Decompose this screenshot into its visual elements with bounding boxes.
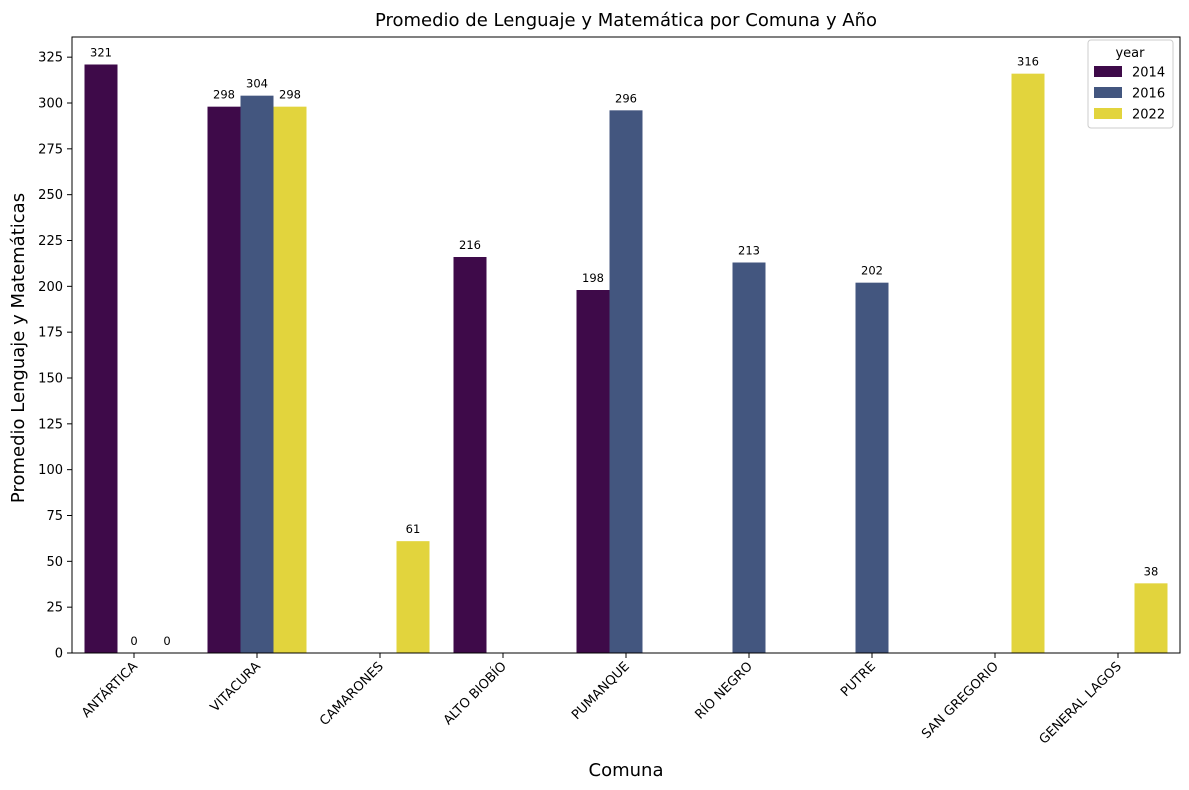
chart-title: Promedio de Lenguaje y Matemática por Co… bbox=[375, 10, 877, 31]
x-tick-label: VITACURA bbox=[208, 659, 264, 715]
bar bbox=[240, 95, 274, 653]
y-tick-label: 50 bbox=[46, 555, 63, 570]
bar bbox=[609, 110, 643, 654]
bar bbox=[732, 262, 766, 653]
bar-value-label: 0 bbox=[163, 634, 170, 648]
legend: year 2014 2016 2022 bbox=[1087, 39, 1174, 129]
y-tick-label: 275 bbox=[38, 142, 63, 157]
bar-value-label: 304 bbox=[246, 77, 268, 91]
legend-title: year bbox=[1115, 46, 1145, 61]
axes-frame bbox=[71, 36, 1181, 654]
bar bbox=[396, 541, 430, 653]
legend-label: 2016 bbox=[1132, 87, 1165, 102]
bar-value-label: 202 bbox=[861, 264, 883, 278]
legend-swatch bbox=[1094, 66, 1122, 77]
y-tick-label: 125 bbox=[38, 417, 63, 432]
bar-value-label: 216 bbox=[459, 238, 481, 252]
y-tick-label: 25 bbox=[46, 601, 63, 616]
y-tick-label: 150 bbox=[38, 372, 63, 387]
x-tick-label: GENERAL LAGOS bbox=[1037, 659, 1125, 747]
bar bbox=[453, 257, 487, 653]
legend-frame bbox=[1087, 39, 1174, 129]
x-tick-label: ALTO BIOBÍO bbox=[440, 659, 510, 729]
y-tick-label: 0 bbox=[55, 647, 63, 662]
bar bbox=[855, 282, 889, 653]
y-tick-label: 175 bbox=[38, 326, 63, 341]
bar bbox=[273, 106, 307, 653]
y-tick-label: 300 bbox=[38, 97, 63, 112]
x-tick-label: PUMANQUE bbox=[569, 659, 633, 723]
y-tick-label: 325 bbox=[38, 51, 63, 66]
bar bbox=[1011, 73, 1045, 653]
plot-area: 321 298 216 198 0 304 296 213 202 0 298 61 316 38 0 25 5… bbox=[38, 36, 1181, 747]
legend-label: 2014 bbox=[1132, 66, 1165, 81]
y-tick-label: 250 bbox=[38, 188, 63, 203]
bar-value-label: 38 bbox=[1144, 564, 1159, 578]
bar-value-label: 198 bbox=[582, 271, 604, 285]
bar bbox=[84, 64, 118, 653]
x-tick-label: ANTÁRTICA bbox=[78, 658, 140, 720]
y-tick-label: 100 bbox=[38, 463, 63, 478]
bar-value-label: 321 bbox=[90, 46, 112, 60]
legend-swatch bbox=[1094, 108, 1122, 119]
y-tick-label: 75 bbox=[46, 509, 63, 524]
x-tick-label: SAN GREGORIO bbox=[919, 659, 1002, 742]
y-axis-title: Promedio Lenguaje y Matemáticas bbox=[8, 193, 29, 503]
bar bbox=[207, 106, 241, 653]
x-tick-label: CAMARONES bbox=[317, 659, 387, 729]
bar-value-label: 296 bbox=[615, 91, 637, 105]
bar bbox=[1134, 583, 1168, 653]
x-tick-label: PUTRE bbox=[838, 659, 879, 700]
bar-value-label: 316 bbox=[1017, 55, 1039, 69]
bar-value-label: 213 bbox=[738, 244, 760, 258]
x-axis-title: Comuna bbox=[589, 760, 664, 781]
bar-value-label: 298 bbox=[213, 88, 235, 102]
bar-value-label: 0 bbox=[130, 634, 137, 648]
legend-swatch bbox=[1094, 87, 1122, 98]
bar bbox=[576, 290, 610, 653]
bar-value-label: 61 bbox=[406, 522, 421, 536]
bar-value-label: 298 bbox=[279, 88, 301, 102]
x-tick-label: RÍO NEGRO bbox=[692, 659, 756, 723]
y-tick-label: 225 bbox=[38, 234, 63, 249]
legend-label: 2022 bbox=[1132, 108, 1165, 123]
y-tick-label: 200 bbox=[38, 280, 63, 295]
